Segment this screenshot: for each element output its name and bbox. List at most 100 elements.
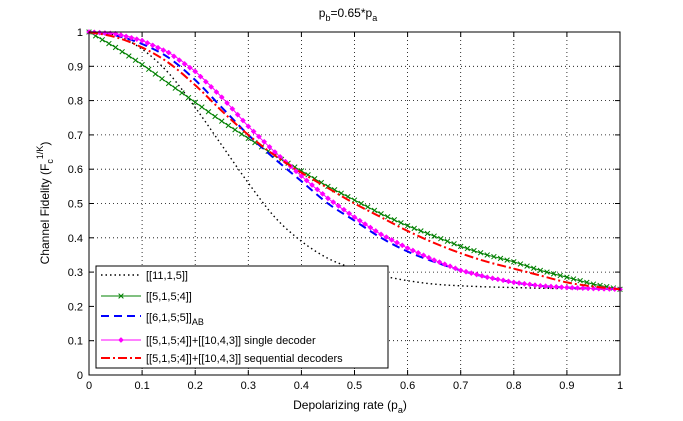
legend-marker-3 xyxy=(118,337,124,343)
x-tick-label: 0.5 xyxy=(347,380,362,392)
chart-title-mid: =0.65*p xyxy=(330,6,372,20)
data-point xyxy=(202,78,209,85)
chart-title-sub2: a xyxy=(372,13,377,23)
data-point xyxy=(172,85,179,91)
data-point xyxy=(192,99,198,106)
data-point xyxy=(185,94,192,101)
data-point xyxy=(484,274,491,281)
data-point xyxy=(145,66,152,73)
y-tick-label: 0.4 xyxy=(68,233,83,245)
data-point xyxy=(444,238,451,244)
data-point xyxy=(537,282,544,289)
legend-label-3: [[5,1,5;4]]+[[10,4,3]] single decoder xyxy=(146,335,316,347)
data-point xyxy=(404,245,411,252)
data-point xyxy=(418,228,424,234)
y-tick-label: 0.9 xyxy=(68,61,83,73)
x-tick-label: 0.6 xyxy=(400,380,415,392)
series-line-4 xyxy=(88,31,621,291)
x-axis-label-base: Depolarizing rate (p xyxy=(293,398,398,412)
data-point xyxy=(570,276,577,282)
data-point xyxy=(171,53,177,60)
chart-title: pb=0.65*pa xyxy=(319,6,377,23)
data-point xyxy=(399,242,406,249)
data-point xyxy=(261,138,268,145)
data-point xyxy=(133,36,140,43)
data-point xyxy=(314,186,321,193)
data-point xyxy=(179,90,185,96)
data-point xyxy=(240,117,246,124)
data-point xyxy=(411,225,417,232)
data-point xyxy=(563,284,570,291)
data-point xyxy=(477,250,484,256)
data-point xyxy=(457,267,464,274)
x-axis-label-sub: a xyxy=(398,405,403,415)
data-point xyxy=(517,261,524,267)
data-point xyxy=(391,217,398,223)
legend-label-2-base: [[6,1,5;5]] xyxy=(146,312,192,324)
data-point xyxy=(218,118,225,124)
data-point xyxy=(255,133,262,140)
data-point xyxy=(491,253,497,260)
data-point xyxy=(346,210,353,217)
data-point xyxy=(579,285,586,292)
data-point xyxy=(340,206,347,213)
data-point xyxy=(152,71,159,77)
data-point xyxy=(574,284,581,291)
data-point xyxy=(112,44,119,51)
data-point xyxy=(335,202,342,209)
data-point xyxy=(250,128,257,135)
data-point xyxy=(362,221,369,228)
data-point xyxy=(484,252,491,258)
x-tick-label: 0.7 xyxy=(453,380,468,392)
legend-label-2-sub: AB xyxy=(192,317,204,327)
data-point xyxy=(149,42,156,49)
chart-title-sub1: b xyxy=(325,13,330,23)
data-point xyxy=(126,53,132,59)
data-point xyxy=(324,195,331,202)
data-point xyxy=(155,44,161,51)
data-point xyxy=(351,214,358,221)
x-tick-label: 0.1 xyxy=(134,380,149,392)
legend-label-4: [[5,1,5;4]]+[[10,4,3]] sequential decode… xyxy=(146,353,343,365)
data-point xyxy=(372,227,379,234)
data-point xyxy=(123,33,130,40)
data-point xyxy=(160,47,167,54)
data-point xyxy=(548,283,554,290)
y-axis-label-sub: c xyxy=(45,159,55,164)
data-point xyxy=(218,94,225,101)
data-point xyxy=(584,279,590,286)
legend-marker-1 xyxy=(118,293,124,299)
data-point xyxy=(338,190,344,196)
x-tick-label: 0.3 xyxy=(241,380,256,392)
data-point xyxy=(213,89,220,95)
data-point xyxy=(330,199,337,206)
data-point xyxy=(398,220,404,226)
data-point xyxy=(293,168,300,175)
data-point xyxy=(425,254,432,261)
y-axis-label-sup: 1/K xyxy=(35,146,45,160)
data-point xyxy=(384,214,391,220)
data-point xyxy=(420,252,427,259)
data-point xyxy=(165,80,172,87)
data-point xyxy=(181,60,188,67)
data-point xyxy=(225,122,232,129)
legend: [[11,1,5]] [[5,1,5;4]] [[6,1,5;5]]AB [[5… xyxy=(95,265,389,369)
data-point xyxy=(176,57,183,64)
data-point xyxy=(577,277,583,284)
data-point xyxy=(452,265,459,272)
legend-label-1: [[5,1,5;4]] xyxy=(146,291,192,303)
data-point xyxy=(431,257,438,264)
data-point xyxy=(165,49,172,56)
data-point xyxy=(159,75,165,82)
data-point xyxy=(388,236,395,243)
data-point xyxy=(234,111,241,118)
data-point xyxy=(232,127,238,133)
data-point xyxy=(436,259,443,266)
data-point xyxy=(356,217,363,224)
data-point xyxy=(144,40,151,46)
data-point xyxy=(404,223,411,229)
x-axis-label: Depolarizing rate (pa) xyxy=(293,398,407,415)
data-point xyxy=(553,283,560,290)
data-point xyxy=(516,280,523,287)
data-point xyxy=(457,243,464,250)
